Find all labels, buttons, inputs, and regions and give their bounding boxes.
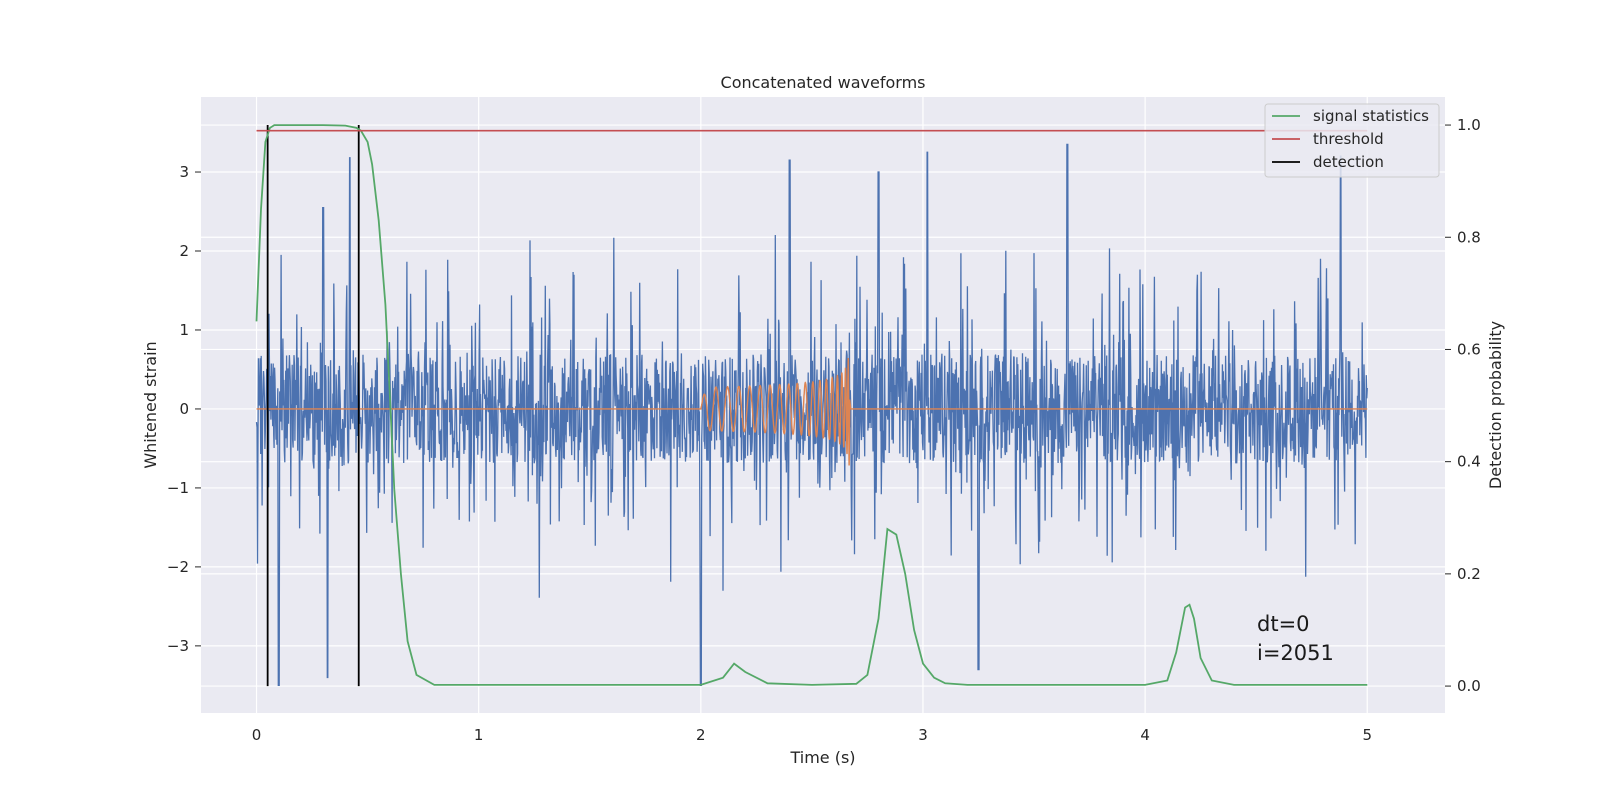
detection-lines [266,125,360,687]
x-tick-label: 1 [474,726,484,744]
signal-statistics-series [255,124,1368,686]
annotation-line-i: i=2051 [1257,641,1334,665]
x-axis-ticks: 0 1 2 3 4 5 [252,726,1372,744]
y2-tick-label: 0.4 [1457,453,1481,471]
y2-tick-label: 1.0 [1457,116,1481,134]
y-tick-label: −1 [167,479,189,497]
x-tick-label: 2 [696,726,706,744]
y-tick-label: 2 [179,242,189,260]
legend-label-threshold: threshold [1313,130,1384,148]
y2-tick-label: 0.8 [1457,228,1481,246]
x-tick-label: 5 [1362,726,1372,744]
y-tick-label: −2 [167,558,189,576]
y-axis-label: Whitened strain [141,341,160,468]
injected-signal-series [256,357,1368,466]
y-tick-label: 1 [179,321,189,339]
legend: signal statistics threshold detection [1264,103,1440,178]
data-layer [255,124,1368,687]
y2-tick-label: 0.6 [1457,340,1481,358]
x-axis-label: Time (s) [789,748,855,767]
y2-axis-ticks: 0.0 0.2 0.4 0.6 0.8 1.0 [1445,116,1481,695]
y-axis-ticks: −3 −2 −1 0 1 2 3 [167,163,201,655]
chart-title: Concatenated waveforms [721,73,926,92]
legend-label-detection: detection [1313,153,1384,171]
legend-label-signal-statistics: signal statistics [1313,107,1429,125]
y-tick-label: 3 [179,163,189,181]
y-tick-label: −3 [167,637,189,655]
legend-box [1264,103,1440,178]
y2-tick-label: 0.0 [1457,677,1481,695]
y2-tick-label: 0.2 [1457,565,1481,583]
x-tick-label: 0 [252,726,262,744]
x-tick-label: 3 [918,726,928,744]
y-tick-label: 0 [179,400,189,418]
annotation-text: dt=0 i=2051 [1257,612,1334,665]
x-tick-label: 4 [1140,726,1150,744]
y2-axis-label: Detection probability [1486,321,1505,489]
annotation-line-dt: dt=0 [1257,612,1310,636]
